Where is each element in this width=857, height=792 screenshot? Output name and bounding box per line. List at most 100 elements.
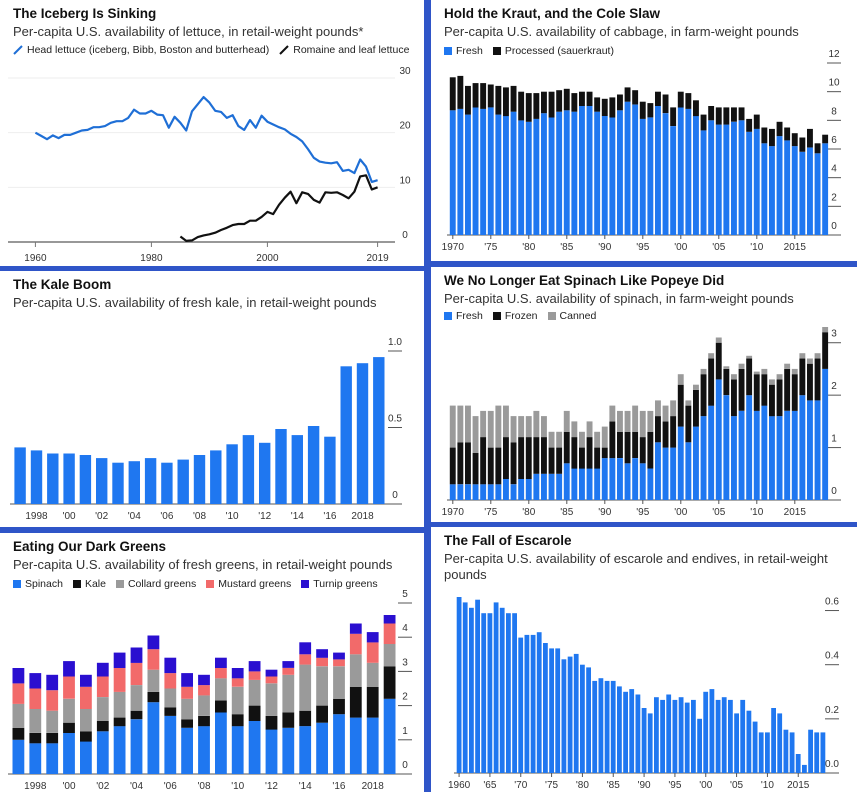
bar-processed-sauerkraut-2002 (693, 100, 699, 117)
bar-fresh-1987 (579, 106, 585, 235)
bar-collard-greens-2013 (282, 674, 295, 713)
bar-canned-2009 (746, 355, 753, 359)
bar-escarole-and-endives-1968 (506, 613, 511, 773)
bar-frozen-2014 (784, 368, 791, 411)
bar-mustard-greens-2003 (113, 668, 126, 692)
bar-frozen-1972 (465, 442, 471, 485)
bar-escarole-and-endives-2017 (808, 729, 813, 773)
bar-turnip-greens-2013 (282, 661, 295, 668)
bar-mustard-greens-1997 (12, 683, 25, 704)
bar-processed-sauerkraut-2008 (738, 107, 745, 121)
legend-item-spinach: Spinach (13, 578, 63, 590)
kale-bar-chart: 0 0.5 1.0 1998 '00 '02 '04 '06 '08 '10 '12 '14 '16 20… (10, 337, 402, 522)
bar-fresh-1996 (647, 468, 654, 500)
bar-canned-1995 (639, 410, 646, 438)
bar-canned-1986 (571, 421, 578, 438)
chart-subtitle: Per-capita U.S. availability of fresh ka… (13, 295, 377, 310)
bar-escarole-and-endives-2002 (715, 699, 721, 773)
bar-mustard-greens-2006 (164, 673, 177, 689)
bar-escarole-and-endives-1977 (561, 659, 567, 773)
y-tick-label: 0.0 (825, 759, 839, 770)
bar-kale-2015 (316, 705, 328, 723)
x-tick-label: '95 (636, 507, 649, 518)
bar-canned-1977 (503, 405, 509, 438)
x-tick-label: '75 (545, 780, 558, 791)
x-tick-label: '06 (160, 511, 173, 522)
bar-processed-sauerkraut-1996 (647, 103, 654, 118)
bar-canned-2012 (769, 379, 775, 385)
bar-canned-2003 (700, 368, 707, 375)
bar-escarole-and-endives-1976 (555, 648, 561, 773)
bar-mustard-greens-2013 (282, 668, 295, 675)
x-tick-label: 1998 (24, 781, 47, 792)
bar-processed-sauerkraut-2010 (753, 114, 760, 129)
bar-processed-sauerkraut-1989 (594, 97, 601, 112)
bar-fresh-kale-2016 (324, 436, 336, 504)
legend-label: Turnip greens (313, 578, 378, 590)
bar-escarole-and-endives-1980 (580, 664, 585, 773)
bar-fresh-2016 (799, 151, 806, 235)
bar-frozen-2017 (807, 363, 813, 401)
x-tick-label: 1980 (140, 253, 163, 264)
x-tick-label: '08 (193, 511, 206, 522)
bar-kale-2009 (215, 700, 227, 713)
bar-canned-2007 (731, 374, 737, 380)
bar-frozen-1992 (617, 431, 623, 458)
bar-fresh-kale-2017 (340, 366, 352, 504)
x-tick-label: 1960 (448, 780, 471, 791)
legend-label: Fresh (456, 45, 483, 57)
legend-swatch (444, 47, 452, 55)
bar-fresh-kale-2014 (291, 435, 303, 504)
y-tick-label: 10 (399, 175, 411, 186)
bar-processed-sauerkraut-1988 (586, 91, 593, 106)
bar-fresh-kale-1997 (14, 447, 26, 504)
bar-frozen-1976 (495, 447, 502, 485)
bar-escarole-and-endives-1993 (660, 699, 665, 773)
bar-collard-greens-2017 (349, 654, 362, 687)
bar-fresh-2008 (738, 410, 745, 500)
bar-mustard-greens-2014 (299, 654, 312, 665)
bar-spinach-2016 (333, 714, 345, 774)
panel-kale: The Kale Boom Per-capita U.S. availabili… (0, 271, 424, 527)
y-tick-label: 0 (402, 230, 408, 241)
y-tick-label: 10 (828, 78, 840, 89)
x-tick-label: 2015 (787, 780, 810, 791)
chart-legend: Fresh Processed (sauerkraut) (444, 45, 614, 57)
bar-processed-sauerkraut-2013 (776, 121, 783, 137)
bar-collard-greens-2007 (181, 698, 193, 720)
bar-processed-sauerkraut-1992 (617, 94, 623, 111)
bar-processed-sauerkraut-1981 (533, 93, 540, 119)
bar-processed-sauerkraut-2017 (807, 128, 813, 148)
legend-line-icon (279, 45, 289, 55)
bar-escarole-and-endives-1963 (475, 599, 480, 773)
bar-processed-sauerkraut-2019 (822, 134, 829, 144)
bar-fresh-2006 (723, 124, 730, 235)
bar-fresh-1984 (556, 473, 563, 500)
bar-processed-sauerkraut-1994 (632, 90, 639, 105)
bar-processed-sauerkraut-2018 (814, 143, 821, 154)
bar-escarole-and-endives-2004 (728, 699, 733, 773)
bar-processed-sauerkraut-1975 (487, 84, 494, 108)
legend-item-mustard: Mustard greens (206, 578, 291, 590)
y-tick-label: 0 (392, 490, 398, 501)
bar-escarole-and-endives-1986 (617, 686, 622, 773)
bar-fresh-2008 (738, 120, 745, 235)
bar-frozen-2018 (814, 358, 821, 401)
bar-escarole-and-endives-1978 (567, 656, 573, 773)
bar-canned-1987 (579, 431, 585, 448)
bar-fresh-1982 (541, 473, 547, 500)
bar-escarole-and-endives-1969 (512, 613, 517, 773)
bar-mustard-greens-1999 (46, 690, 59, 711)
legend-label: Kale (84, 578, 106, 590)
bar-turnip-greens-2002 (96, 662, 109, 677)
bar-escarole-and-endives-1996 (678, 697, 684, 773)
bar-fresh-1986 (571, 468, 578, 500)
bar-fresh-1985 (563, 110, 570, 235)
bar-spinach-2009 (215, 712, 227, 774)
bar-frozen-1983 (548, 447, 555, 474)
bar-canned-2005 (715, 337, 722, 343)
y-tick-label: 0.5 (388, 414, 402, 425)
bar-canned-1984 (556, 431, 563, 448)
bar-escarole-and-endives-1974 (543, 643, 548, 773)
panel-lettuce: The Iceberg Is Sinking Per-capita U.S. a… (0, 0, 424, 266)
